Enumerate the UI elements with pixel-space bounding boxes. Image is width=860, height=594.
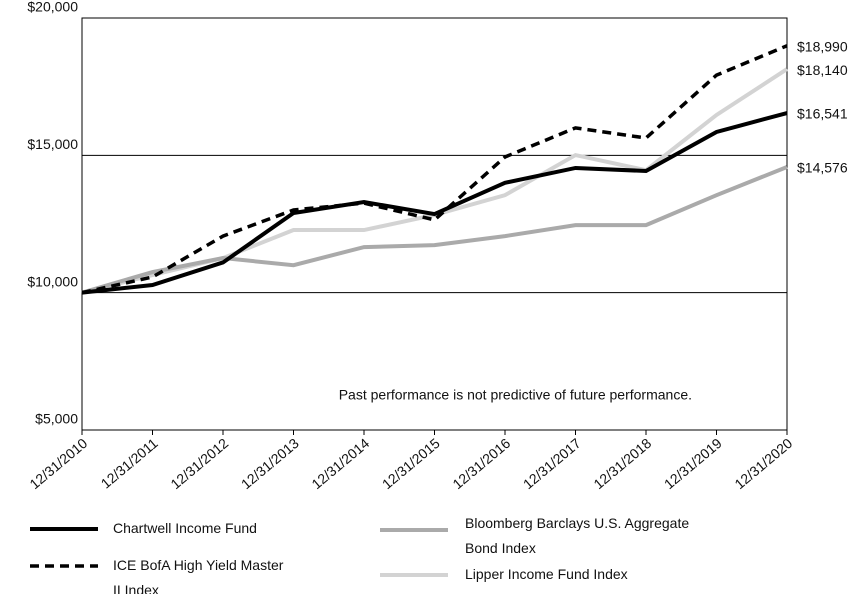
x-tick-label: 12/31/2010 <box>26 435 90 492</box>
data-label: $18,140 <box>797 62 848 78</box>
data-label: $18,990 <box>797 38 848 54</box>
x-tick-label: 12/31/2018 <box>590 435 654 492</box>
x-tick-label: 12/31/2016 <box>449 435 513 492</box>
x-tick-label: 12/31/2014 <box>308 435 372 492</box>
y-tick-label: $5,000 <box>35 411 78 427</box>
x-tick-label: 12/31/2013 <box>238 435 302 492</box>
x-tick-label: 12/31/2017 <box>520 435 584 492</box>
x-tick-label: 12/31/2015 <box>379 435 443 492</box>
x-tick-label: 12/31/2012 <box>167 435 231 492</box>
data-label: $14,576 <box>797 160 848 176</box>
x-tick-label: 12/31/2019 <box>661 435 725 492</box>
series-line <box>81 67 789 295</box>
y-tick-label: $20,000 <box>27 0 78 15</box>
y-tick-label: $10,000 <box>27 273 78 289</box>
annotation: Past performance is not predictive of fu… <box>339 387 692 403</box>
data-label: $16,541 <box>797 106 848 122</box>
legend-label: Lipper Income Fund Index <box>465 566 628 582</box>
legend-label: Bloomberg Barclays U.S. Aggregate Bond I… <box>465 515 690 556</box>
legend-label: Chartwell Income Fund <box>113 520 257 536</box>
legend-label: ICE BofA High Yield Master II Index <box>113 557 284 594</box>
x-tick-label: 12/31/2020 <box>731 435 795 492</box>
series-line <box>81 44 788 295</box>
x-tick-label: 12/31/2011 <box>98 435 161 492</box>
series-line <box>81 165 788 295</box>
y-tick-label: $15,000 <box>27 136 78 152</box>
series-line <box>81 111 788 295</box>
plot-frame <box>81 17 788 431</box>
